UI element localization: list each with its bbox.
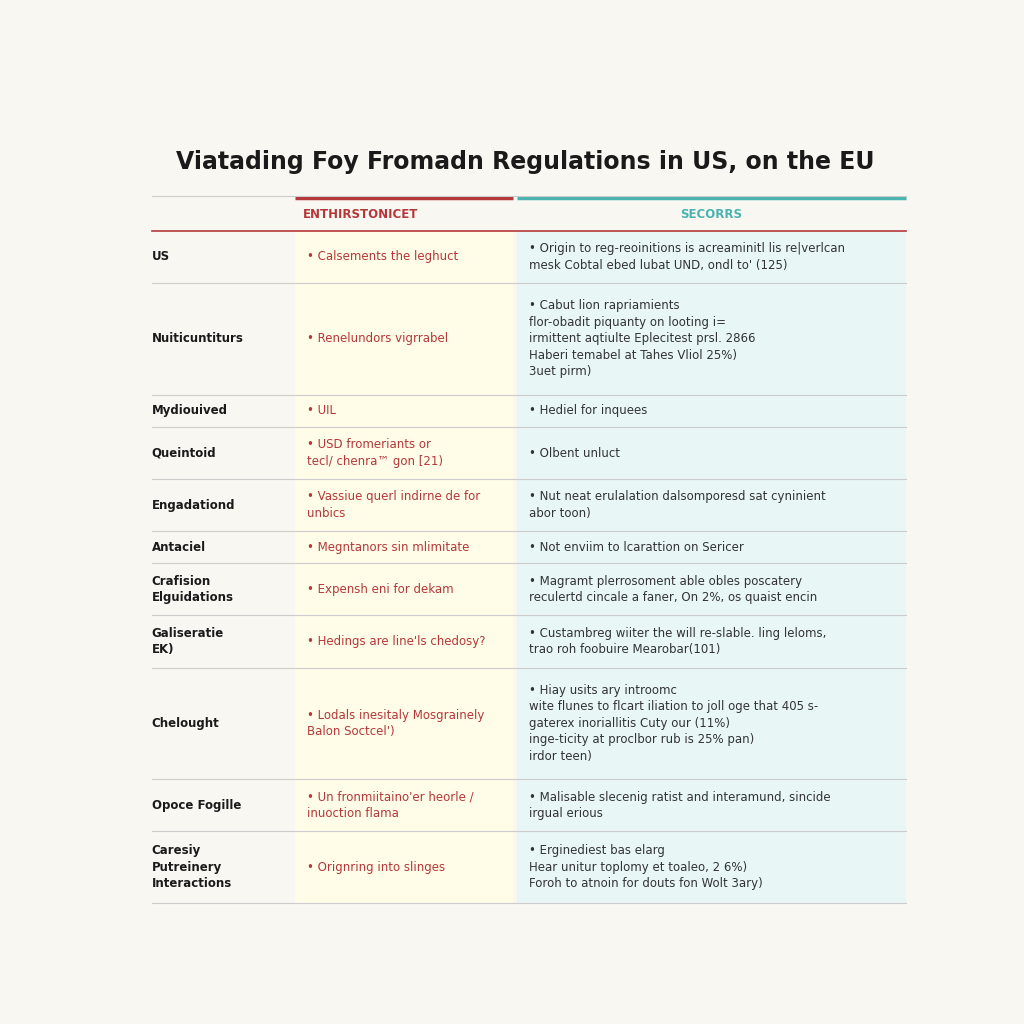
Bar: [295, 479, 513, 531]
Text: Caresiy
Putreinery
Interactions: Caresiy Putreinery Interactions: [152, 845, 232, 891]
Text: Nuiticuntiturs: Nuiticuntiturs: [152, 333, 244, 345]
Text: US: US: [152, 251, 170, 263]
Bar: [295, 395, 513, 427]
Text: • Orignring into slinges: • Orignring into slinges: [306, 861, 444, 873]
Bar: [517, 831, 906, 903]
Bar: [295, 563, 513, 615]
Text: • Megntanors sin mlimitate: • Megntanors sin mlimitate: [306, 541, 469, 554]
Text: • Renelundors vigrrabel: • Renelundors vigrrabel: [306, 333, 447, 345]
Text: • Hiay usits ary introomc
wite flunes to flcart iliation to joll oge that 405 s-: • Hiay usits ary introomc wite flunes to…: [528, 684, 818, 763]
Bar: [517, 531, 906, 563]
Text: • Vassiue querl indirne de for
unbics: • Vassiue querl indirne de for unbics: [306, 490, 480, 520]
Text: Crafision
Elguidations: Crafision Elguidations: [152, 574, 233, 604]
Bar: [517, 427, 906, 479]
Bar: [295, 779, 513, 831]
Text: • UIL: • UIL: [306, 404, 336, 418]
Text: Antaciel: Antaciel: [152, 541, 206, 554]
Text: • Nut neat erulalation dalsomporesd sat cyninient
abor toon): • Nut neat erulalation dalsomporesd sat …: [528, 490, 825, 520]
Text: Viatading Foy Fromadn Regulations in US, on the EU: Viatading Foy Fromadn Regulations in US,…: [175, 151, 874, 174]
Bar: [295, 831, 513, 903]
Text: • Lodals inesitaly Mosgrainely
Balon Soctcel'): • Lodals inesitaly Mosgrainely Balon Soc…: [306, 709, 484, 738]
Bar: [295, 427, 513, 479]
Text: • Custambreg wiiter the will re-slable. ling leloms,
trao roh foobuire Mearobar(: • Custambreg wiiter the will re-slable. …: [528, 627, 826, 656]
Text: • Expensh eni for dekam: • Expensh eni for dekam: [306, 583, 454, 596]
Text: Galiseratie
EK): Galiseratie EK): [152, 627, 224, 656]
Bar: [517, 283, 906, 395]
Text: Queintoid: Queintoid: [152, 446, 216, 460]
Bar: [295, 283, 513, 395]
Text: • Hediel for inquees: • Hediel for inquees: [528, 404, 647, 418]
Text: • Cabut lion rapriamients
flor-obadit piquanty on looting i=
irmittent aqtiulte : • Cabut lion rapriamients flor-obadit pi…: [528, 299, 756, 379]
Text: • Olbent unluct: • Olbent unluct: [528, 446, 620, 460]
Text: • Calsements the leghuct: • Calsements the leghuct: [306, 251, 458, 263]
Text: Opoce Fogille: Opoce Fogille: [152, 799, 242, 812]
Bar: [517, 395, 906, 427]
Text: • Erginediest bas elarg
Hear unitur toplomy et toaleo, 2 6%)
Foroh to atnoin for: • Erginediest bas elarg Hear unitur topl…: [528, 845, 763, 891]
Text: Chelought: Chelought: [152, 717, 219, 730]
Text: • Hedings are line'ls chedosy?: • Hedings are line'ls chedosy?: [306, 635, 485, 648]
Bar: [517, 668, 906, 779]
Text: • Origin to reg-reoinitions is acreaminitl lis re|verlcan
mesk Cobtal ebed lubat: • Origin to reg-reoinitions is acreamini…: [528, 243, 845, 271]
Bar: [517, 563, 906, 615]
Text: • Not enviim to lcarattion on Sericer: • Not enviim to lcarattion on Sericer: [528, 541, 743, 554]
Text: SECORRS: SECORRS: [680, 208, 742, 221]
Bar: [295, 615, 513, 668]
Bar: [517, 615, 906, 668]
Text: Mydiouived: Mydiouived: [152, 404, 227, 418]
Bar: [295, 668, 513, 779]
Text: • USD fromeriants or
tecl/ chenra™ gon [21): • USD fromeriants or tecl/ chenra™ gon […: [306, 438, 442, 468]
Text: Engadationd: Engadationd: [152, 499, 236, 512]
Bar: [295, 531, 513, 563]
Bar: [517, 479, 906, 531]
Bar: [295, 230, 513, 283]
Bar: [517, 230, 906, 283]
Text: • Malisable slecenig ratist and interamund, sincide
irgual erious: • Malisable slecenig ratist and interamu…: [528, 791, 830, 820]
Text: ENTHIRSTONICET: ENTHIRSTONICET: [303, 208, 418, 221]
Bar: [517, 779, 906, 831]
Text: • Magramt plerrosoment able obles poscatery
reculertd cincale a faner, On 2%, os: • Magramt plerrosoment able obles poscat…: [528, 574, 817, 604]
Text: • Un fronmiitaino'er heorle /
inuoction flama: • Un fronmiitaino'er heorle / inuoction …: [306, 791, 473, 820]
